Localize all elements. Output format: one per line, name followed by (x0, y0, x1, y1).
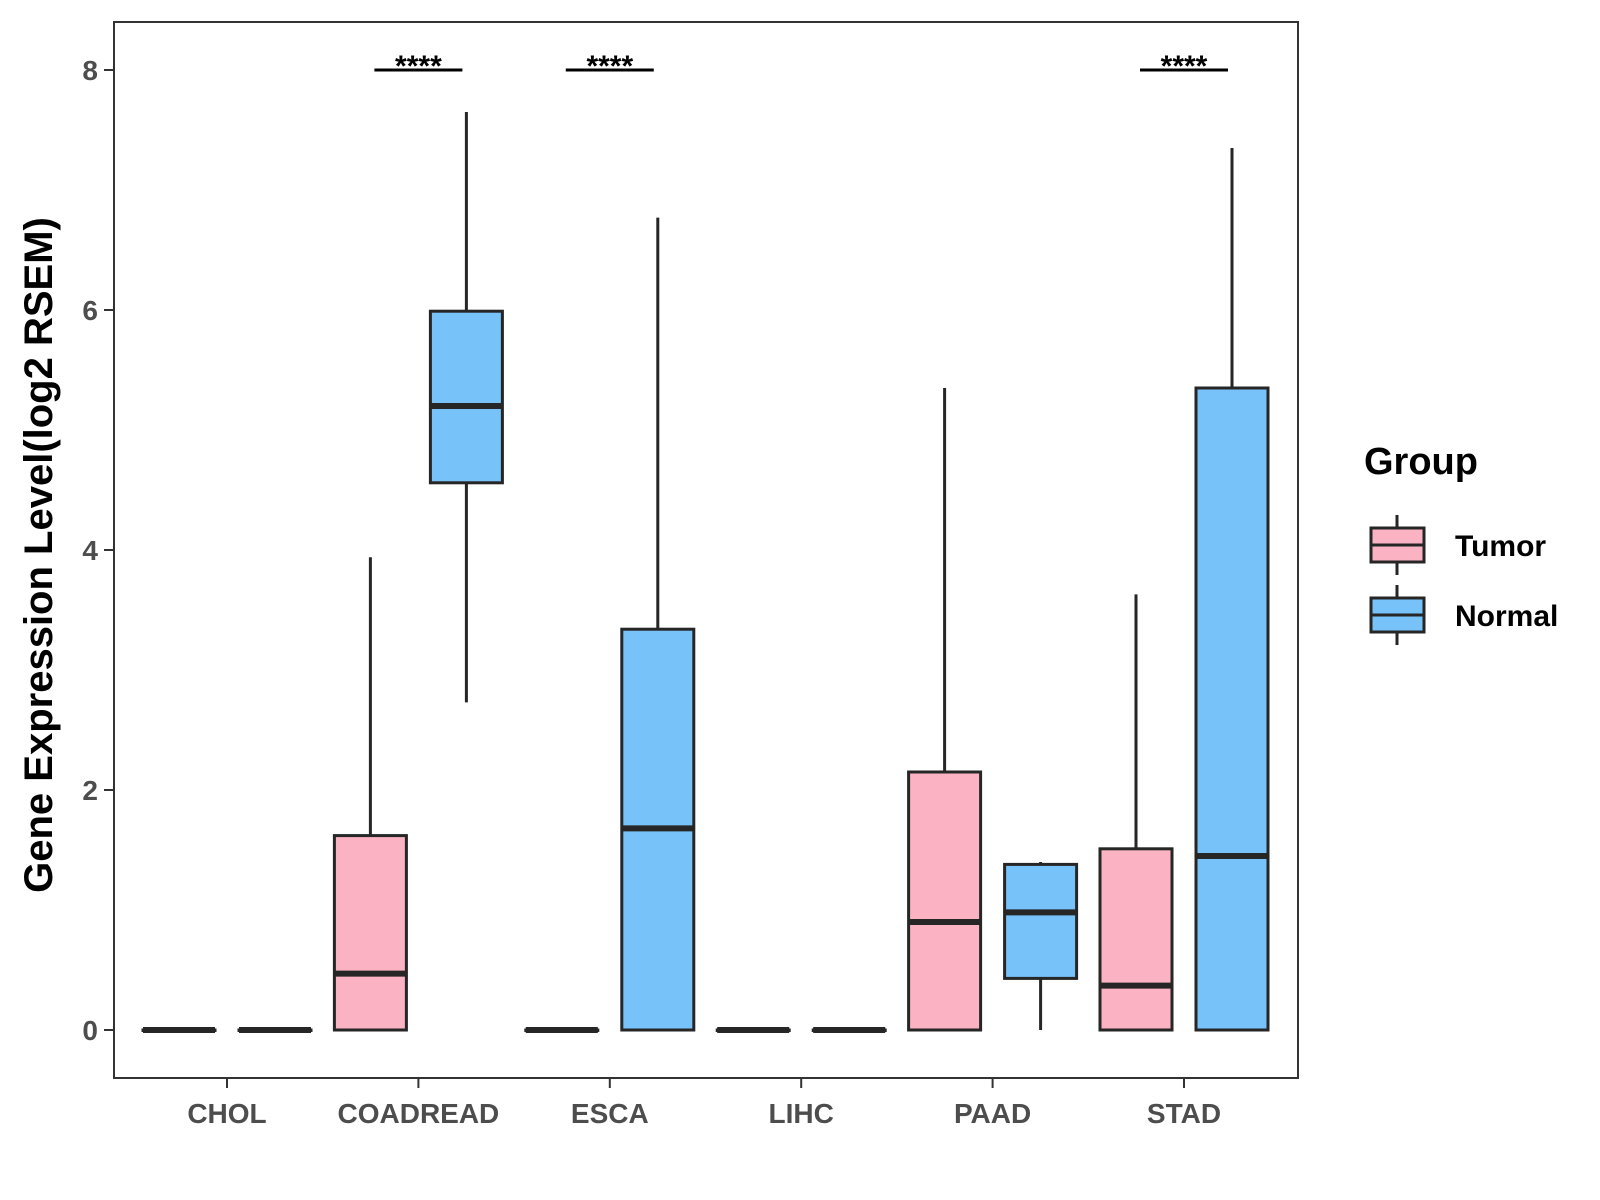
y-tick-label: 6 (82, 295, 98, 326)
y-tick-label: 4 (82, 535, 98, 566)
box-tumor-esca (524, 1027, 600, 1033)
significance-label: **** (395, 50, 442, 83)
significance-label: **** (1161, 50, 1208, 83)
x-tick-label: COADREAD (338, 1098, 500, 1129)
box-normal-stad (1194, 148, 1270, 1032)
box-normal-esca (620, 217, 696, 1032)
legend-title: Group (1364, 441, 1478, 483)
x-tick-label: STAD (1147, 1098, 1221, 1129)
box-body (332, 834, 408, 1032)
y-axis-title: Gene Expression Level(log2 RSEM) (17, 217, 61, 893)
legend-item-tumor: Tumor (1369, 515, 1546, 575)
box-body (907, 770, 983, 1032)
box-body (1098, 847, 1174, 1032)
legend-item-normal: Normal (1369, 585, 1558, 645)
y-tick-label: 8 (82, 55, 98, 86)
box-normal-paad (1003, 862, 1079, 1030)
box-body (428, 309, 504, 485)
plot-layer: 0 2 4 6 8 CHOL COADREAD ESCA LIHC PAAD STAD **** ***… (82, 21, 1299, 1129)
box-tumor-paad (907, 388, 983, 1032)
box-tumor-chol (141, 1027, 217, 1033)
box-tumor-stad (1098, 594, 1174, 1032)
legend: Group Tumor Normal (1364, 441, 1558, 645)
box-normal-coadread (428, 112, 504, 703)
x-tick-label: ESCA (571, 1098, 649, 1129)
box-body (1194, 386, 1270, 1032)
x-tick-label: CHOL (187, 1098, 266, 1129)
x-tick-label: LIHC (769, 1098, 834, 1129)
y-tick-label: 0 (82, 1015, 98, 1046)
box-normal-lihc (811, 1027, 887, 1033)
legend-label-normal: Normal (1455, 600, 1558, 633)
box-tumor-lihc (715, 1027, 791, 1033)
box-normal-chol (237, 1027, 313, 1033)
legend-label-tumor: Tumor (1455, 530, 1546, 563)
box-body (1003, 862, 1079, 980)
legend-entries: Tumor Normal (1369, 515, 1558, 645)
x-tick-label: PAAD (954, 1098, 1031, 1129)
significance-label: **** (586, 50, 633, 83)
box-tumor-coadread (332, 557, 408, 1032)
y-tick-label: 2 (82, 775, 98, 806)
